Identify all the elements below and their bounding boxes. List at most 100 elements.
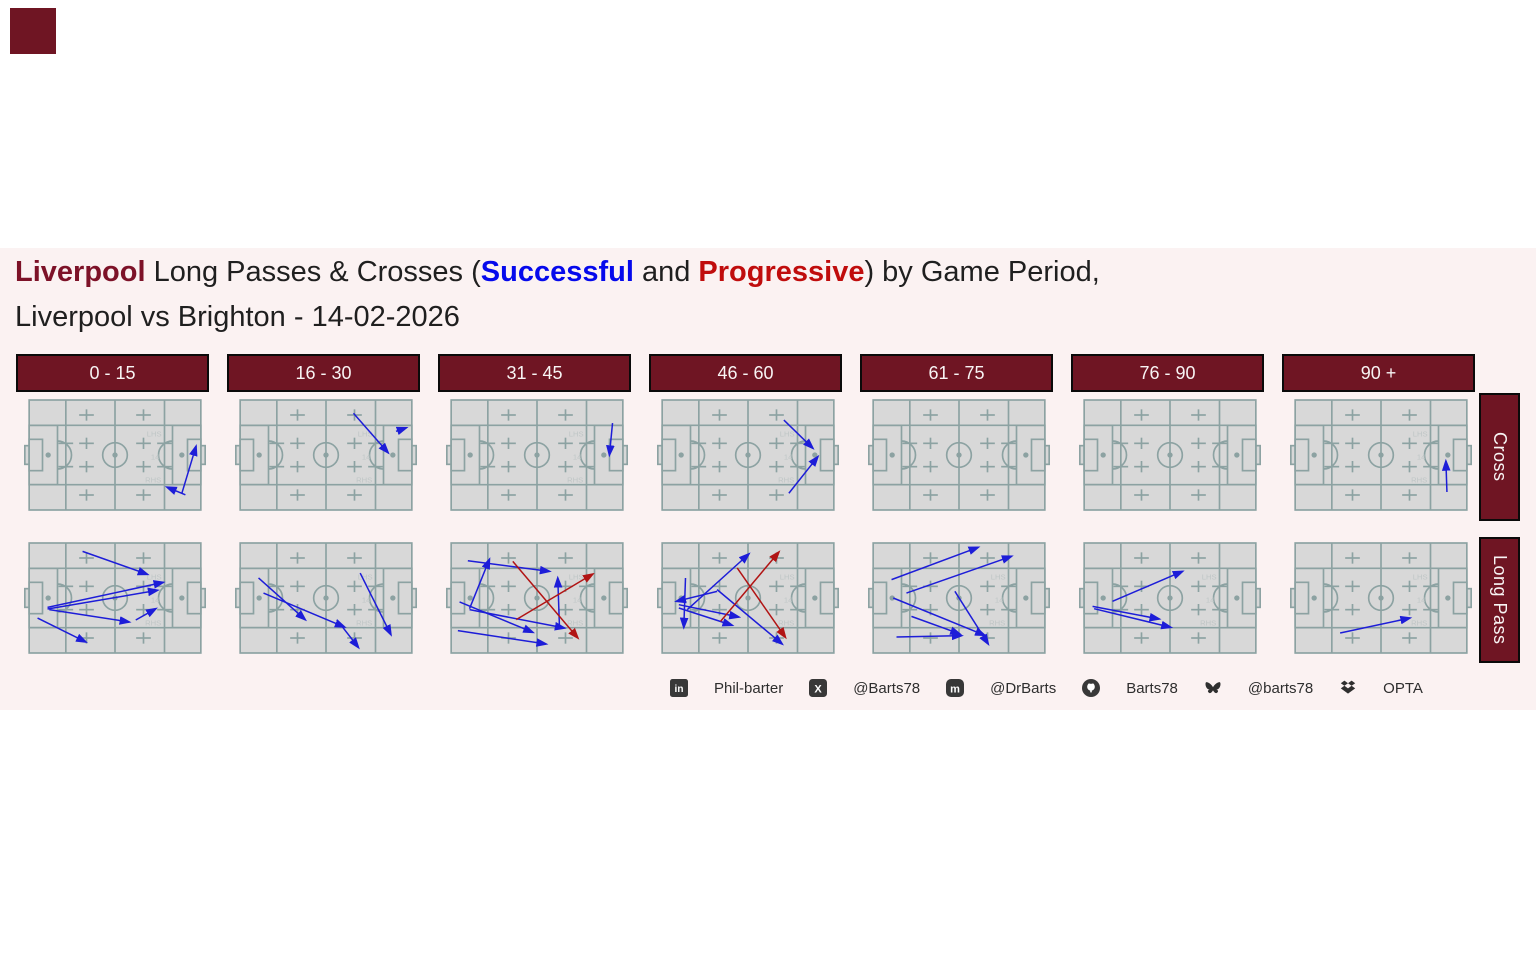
svg-text:LHS: LHS <box>1202 573 1217 582</box>
period-header-16-30: 16 - 30 <box>227 354 420 392</box>
svg-text:LHS: LHS <box>358 430 373 439</box>
credit-text: OPTA <box>1383 679 1423 697</box>
title-segment: Progressive <box>698 256 865 288</box>
club-color-badge <box>10 8 56 54</box>
svg-text:LHS: LHS <box>1413 573 1428 582</box>
title-segment: Long Passes & Crosses ( <box>145 256 481 288</box>
pitch-svg: LHS 14 RHS <box>657 542 839 654</box>
svg-text:14: 14 <box>573 596 582 605</box>
github-icon <box>1082 679 1101 697</box>
svg-text:14: 14 <box>1417 596 1426 605</box>
period-header-label: 76 - 90 <box>1139 362 1196 383</box>
svg-text:RHS: RHS <box>145 475 161 484</box>
opta-icon <box>1339 679 1357 697</box>
pitch-svg: LHS 14 RHS <box>446 542 628 654</box>
bluesky-icon <box>1204 679 1222 697</box>
chart-title-line1: Liverpool Long Passes & Crosses (Success… <box>15 256 1100 289</box>
pitch-cross-61-75 <box>868 399 1050 511</box>
svg-text:14: 14 <box>1417 453 1426 462</box>
title-segment: ) by Game Period, <box>864 256 1100 288</box>
credit-text: @barts78 <box>1247 679 1314 697</box>
mastodon-icon: m <box>946 679 965 697</box>
svg-text:RHS: RHS <box>1411 475 1427 484</box>
pitch-svg: LHS 14 RHS <box>235 399 417 511</box>
pitch-svg: LHS 14 RHS <box>1079 542 1261 654</box>
footer-credits: in Phil-barter X @Barts78 m @DrBarts Barts78 @b… <box>670 679 1423 697</box>
svg-text:RHS: RHS <box>778 475 794 484</box>
period-header-label: 16 - 30 <box>295 362 352 383</box>
pitch-longpass-76-90: LHS 14 RHS <box>1079 542 1261 654</box>
svg-text:RHS: RHS <box>989 618 1005 627</box>
pitch-svg: LHS 14 RHS <box>24 542 206 654</box>
svg-text:14: 14 <box>784 596 793 605</box>
svg-text:LHS: LHS <box>780 430 795 439</box>
svg-text:RHS: RHS <box>356 618 372 627</box>
row-label-text: Long Pass <box>1490 555 1510 645</box>
svg-text:RHS: RHS <box>145 618 161 627</box>
period-header-46-60: 46 - 60 <box>649 354 842 392</box>
credit-text: @Barts78 <box>853 679 921 697</box>
svg-text:14: 14 <box>362 596 371 605</box>
pitch-cross-31-45: LHS 14 RHS <box>446 399 628 511</box>
pitch-svg: LHS 14 RHS <box>24 399 206 511</box>
svg-text:LHS: LHS <box>569 430 584 439</box>
svg-text:RHS: RHS <box>1200 618 1216 627</box>
x-icon: X <box>809 679 828 697</box>
pitch-longpass-61-75: LHS 14 RHS <box>868 542 1050 654</box>
pitch-longpass-0-15: LHS 14 RHS <box>24 542 206 654</box>
period-header-31-45: 31 - 45 <box>438 354 631 392</box>
svg-text:m: m <box>950 684 960 696</box>
chart-title-line2: Liverpool vs Brighton - 14-02-2026 <box>15 301 460 333</box>
pitch-cross-90+: LHS 14 RHS <box>1290 399 1472 511</box>
title-segment: Successful <box>480 256 634 288</box>
pitch-svg: LHS 14 RHS <box>657 399 839 511</box>
svg-text:RHS: RHS <box>567 475 583 484</box>
pitch-longpass-46-60: LHS 14 RHS <box>657 542 839 654</box>
pitch-cross-46-60: LHS 14 RHS <box>657 399 839 511</box>
pitch-svg: LHS 14 RHS <box>235 542 417 654</box>
row-label-cross: Cross <box>1479 393 1520 521</box>
svg-text:X: X <box>815 684 823 696</box>
period-header-76-90: 76 - 90 <box>1071 354 1264 392</box>
period-header-label: 0 - 15 <box>89 362 136 383</box>
title-segment: Liverpool <box>15 256 146 288</box>
svg-text:LHS: LHS <box>780 573 795 582</box>
credit-text: @DrBarts <box>990 679 1057 697</box>
pitch-svg <box>1079 399 1261 511</box>
svg-text:LHS: LHS <box>569 573 584 582</box>
svg-text:LHS: LHS <box>147 430 162 439</box>
period-header-label: 46 - 60 <box>717 362 774 383</box>
svg-text:14: 14 <box>1206 596 1215 605</box>
pitch-svg: LHS 14 RHS <box>868 542 1050 654</box>
period-header-61-75: 61 - 75 <box>860 354 1053 392</box>
credit-text: Barts78 <box>1126 679 1178 697</box>
svg-text:LHS: LHS <box>358 573 373 582</box>
pitch-svg: LHS 14 RHS <box>1290 399 1472 511</box>
svg-text:LHS: LHS <box>147 573 162 582</box>
svg-text:RHS: RHS <box>778 618 794 627</box>
svg-text:in: in <box>675 684 684 695</box>
svg-text:14: 14 <box>573 453 582 462</box>
svg-text:14: 14 <box>784 453 793 462</box>
svg-text:14: 14 <box>995 596 1004 605</box>
pitch-longpass-16-30: LHS 14 RHS <box>235 542 417 654</box>
svg-text:LHS: LHS <box>1413 430 1428 439</box>
period-header-0-15: 0 - 15 <box>16 354 209 392</box>
svg-text:14: 14 <box>151 596 160 605</box>
period-header-90+: 90 + <box>1282 354 1475 392</box>
pitch-cross-0-15: LHS 14 RHS <box>24 399 206 511</box>
period-header-label: 31 - 45 <box>506 362 563 383</box>
svg-text:14: 14 <box>362 453 371 462</box>
pitch-cross-76-90 <box>1079 399 1261 511</box>
pitch-cross-16-30: LHS 14 RHS <box>235 399 417 511</box>
svg-text:RHS: RHS <box>356 475 372 484</box>
credit-text: Phil-barter <box>714 679 784 697</box>
row-label-longpass: Long Pass <box>1479 537 1520 663</box>
svg-text:LHS: LHS <box>991 573 1006 582</box>
pitch-longpass-90+: LHS 14 RHS <box>1290 542 1472 654</box>
row-label-text: Cross <box>1490 432 1510 482</box>
svg-text:14: 14 <box>151 453 160 462</box>
period-header-label: 61 - 75 <box>928 362 985 383</box>
svg-text:RHS: RHS <box>1411 618 1427 627</box>
